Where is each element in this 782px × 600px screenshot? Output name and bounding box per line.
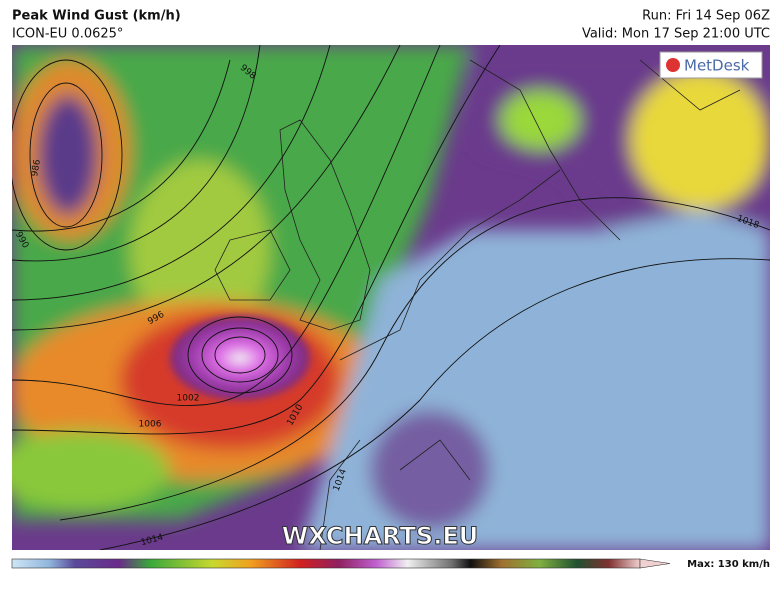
model-name: ICON-EU 0.0625°	[12, 27, 123, 42]
colorbar: Max: 130 km/h	[11, 558, 770, 570]
isobar-label: 1006	[139, 420, 162, 430]
run-time: Run: Fri 14 Sep 06Z	[642, 9, 770, 24]
colorbar-arrow	[639, 558, 671, 569]
isobars	[12, 45, 770, 550]
map-title: Peak Wind Gust (km/h)	[12, 9, 181, 24]
colorbar-strip	[11, 558, 641, 569]
logo-text: MetDesk	[684, 57, 750, 75]
logo: MetDesk	[659, 51, 763, 79]
max-gust: Max: 130 km/h	[687, 559, 770, 570]
valid-time: Valid: Mon 17 Sep 21:00 UTC	[582, 27, 770, 42]
isobar-label: 986	[30, 158, 43, 177]
isobar-label: 1002	[177, 394, 200, 404]
watermark: WXCHARTS.EU	[282, 522, 478, 550]
